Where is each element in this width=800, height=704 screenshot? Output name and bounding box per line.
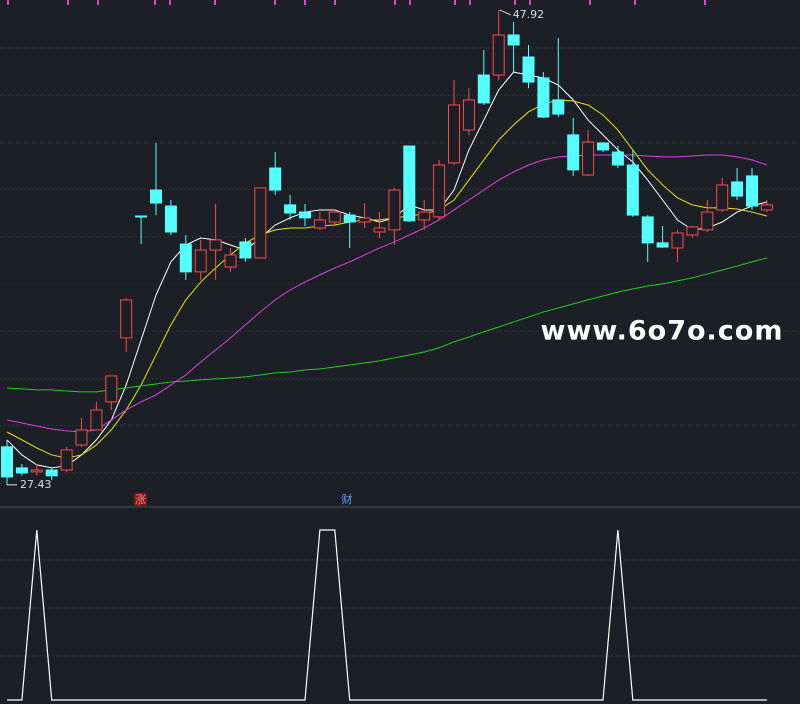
candle-body: [448, 104, 460, 164]
candle-body: [403, 145, 416, 222]
candle-body: [75, 429, 88, 446]
top-marker: [469, 0, 471, 5]
candle-body: [239, 241, 252, 259]
top-marker: [704, 0, 706, 5]
high-label: 47.92: [513, 8, 545, 21]
top-marker: [394, 0, 396, 5]
top-marker: [154, 0, 156, 5]
candle-body: [313, 219, 326, 229]
candle-body: [433, 164, 446, 218]
candle-body: [388, 189, 401, 231]
top-marker: [589, 0, 591, 5]
top-marker: [634, 0, 636, 5]
candle-body: [716, 184, 729, 211]
candle-body: [30, 469, 43, 473]
candle-body: [373, 227, 386, 233]
candle-body: [358, 217, 371, 223]
candle-body: [552, 99, 565, 115]
candle-body: [135, 215, 148, 218]
moving-average-line: [6, 71, 768, 469]
candle-body: [299, 211, 311, 219]
candle-body: [522, 56, 535, 83]
candle-body: [194, 249, 207, 273]
candle-body: [611, 151, 624, 166]
candle-body: [150, 189, 162, 204]
candle-body: [179, 243, 192, 273]
moving-average-line: [6, 154, 768, 433]
candle-body: [120, 299, 133, 339]
top-marker: [97, 0, 99, 5]
annotation: 财: [342, 492, 353, 506]
candle-body: [656, 242, 669, 248]
top-marker: [529, 0, 531, 5]
candle-body: [90, 409, 103, 431]
candle-body: [45, 469, 58, 477]
candle-body: [686, 226, 699, 236]
candle-body: [269, 167, 282, 191]
watermark: www.6o7o.com: [541, 316, 784, 347]
candle-body: [328, 211, 341, 223]
top-marker: [454, 0, 456, 5]
candle-body: [760, 204, 773, 211]
annotation-box: [134, 493, 147, 506]
candle-body: [462, 99, 475, 131]
top-marker: [214, 0, 216, 5]
candle-body: [701, 211, 714, 231]
candle-body: [746, 175, 758, 207]
candle-body: [597, 142, 609, 151]
top-marker: [409, 0, 411, 5]
candle-body: [507, 34, 520, 46]
top-marker: [7, 0, 9, 5]
top-marker: [274, 0, 276, 5]
candle-body: [164, 205, 177, 233]
candle-body: [477, 74, 490, 104]
candle-body: [224, 254, 237, 268]
candle-body: [582, 141, 595, 176]
top-marker: [514, 0, 516, 5]
candle-body: [641, 216, 654, 244]
candle-body: [105, 375, 118, 403]
top-marker: [169, 0, 171, 5]
candle-body: [1, 446, 13, 478]
candle-body: [537, 77, 550, 118]
indicator-line: [7, 529, 767, 701]
moving-average-line: [6, 99, 768, 459]
candle-body: [567, 134, 580, 171]
candle-body: [284, 204, 297, 214]
candle-body: [492, 34, 505, 76]
top-marker: [304, 0, 306, 5]
candle-body: [731, 181, 744, 197]
candle-body: [60, 449, 73, 471]
candle-body: [671, 232, 684, 249]
moving-average-line: [6, 257, 768, 393]
candle-body: [418, 211, 431, 221]
low-label: 27.43: [20, 478, 52, 491]
candle-body: [254, 187, 267, 259]
top-marker: [334, 0, 336, 5]
candle-body: [15, 467, 28, 474]
candle-body: [626, 164, 639, 216]
high-pointer: [499, 9, 511, 16]
annotation: 涨: [135, 493, 146, 506]
top-marker: [67, 0, 69, 5]
candle-body: [343, 214, 356, 223]
candle-body: [209, 239, 222, 251]
